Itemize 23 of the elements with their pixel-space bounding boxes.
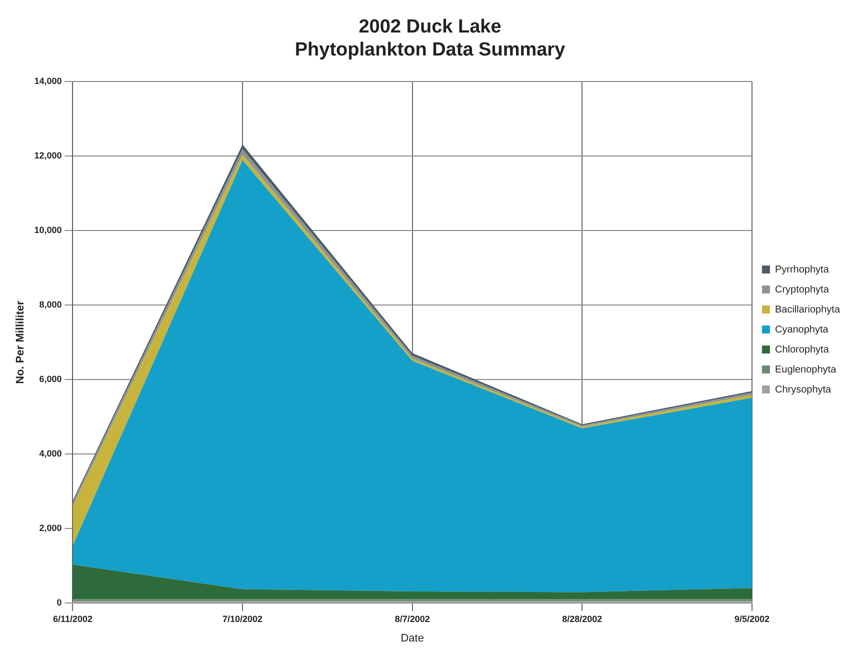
y-tick-label: 8,000 xyxy=(39,300,62,310)
y-tick-label: 0 xyxy=(56,597,62,608)
legend-label: Euglenophyta xyxy=(774,364,837,376)
y-tick-label: 6,000 xyxy=(39,374,62,384)
x-tick-label: 7/10/2002 xyxy=(222,614,263,624)
x-tick-label: 8/28/2002 xyxy=(562,614,602,624)
y-tick-label: 2,000 xyxy=(39,523,62,533)
legend-label: Chrysophyta xyxy=(774,384,832,396)
x-axis-title: Date xyxy=(400,632,424,644)
legend-label: Cryptophyta xyxy=(774,284,830,296)
y-axis-title: No. Per Milliliter xyxy=(14,300,27,384)
chart-title: 2002 Duck Lake Phytoplankton Data Summary xyxy=(294,16,566,60)
legend-label: Bacillariophyta xyxy=(774,304,840,316)
y-tick-label: 4,000 xyxy=(39,448,62,459)
y-tick-label: 12,000 xyxy=(34,150,62,161)
x-tick-label: 9/5/2002 xyxy=(734,614,770,624)
legend-label: Pyrrhophyta xyxy=(774,264,830,276)
legend-label: Cyanophyta xyxy=(774,324,829,336)
x-tick-label: 6/11/2002 xyxy=(52,614,92,624)
x-tick-label: 8/7/2002 xyxy=(394,614,430,624)
y-tick-label: 14,000 xyxy=(34,76,62,86)
y-tick-label: 10,000 xyxy=(34,225,62,236)
legend-label: Chlorophyta xyxy=(774,344,830,356)
